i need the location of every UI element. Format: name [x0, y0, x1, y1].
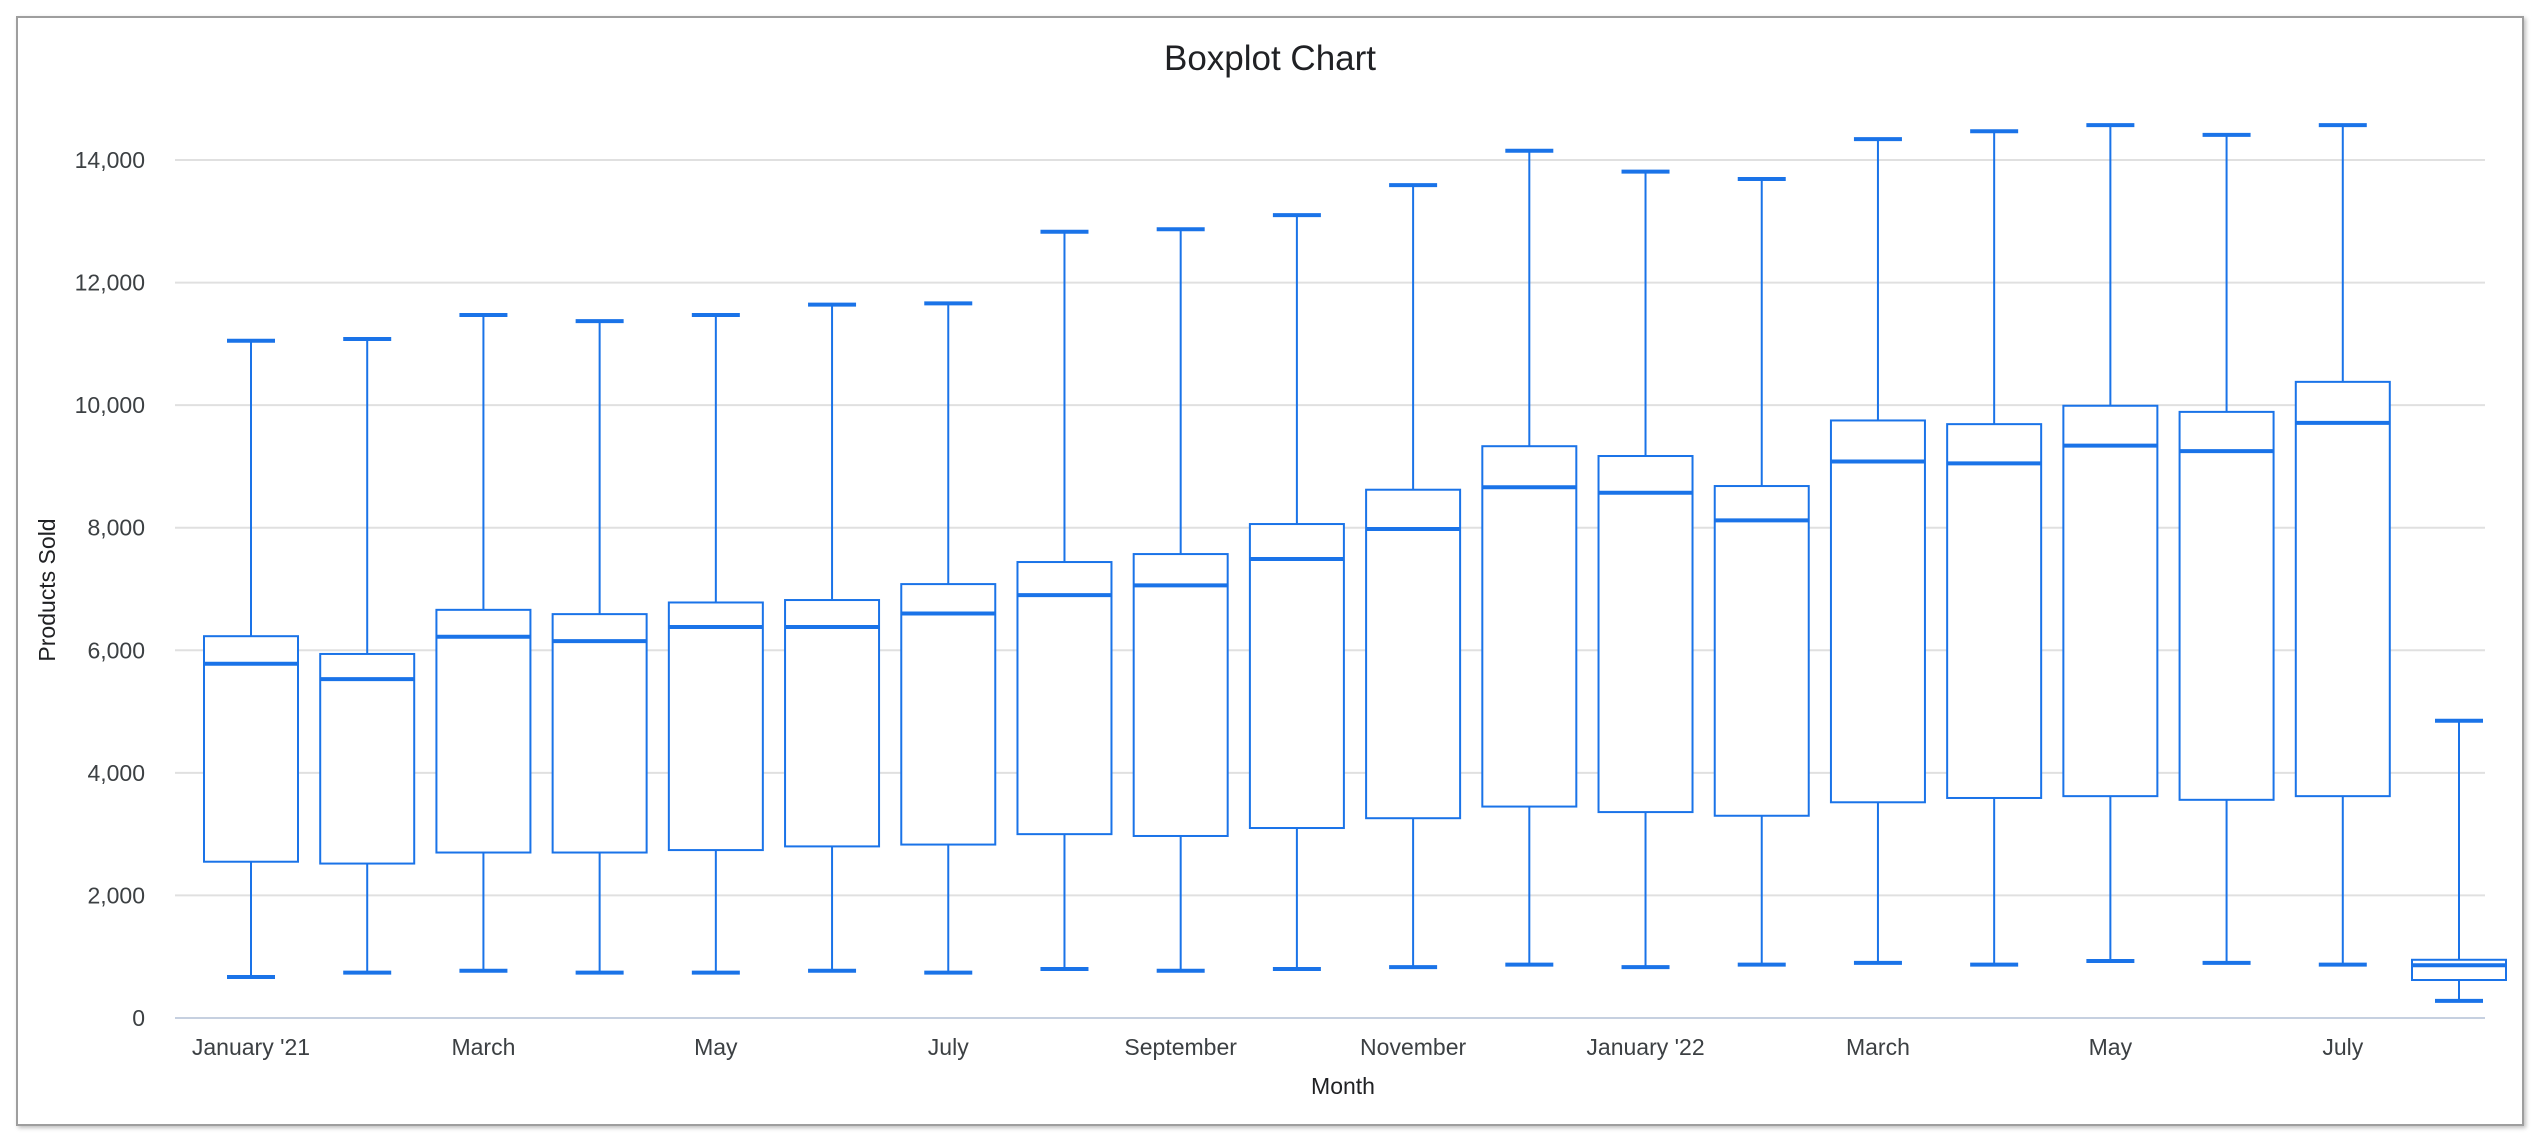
- iqr-box: [784, 599, 881, 848]
- y-tick-label: 6,000: [87, 637, 145, 663]
- iqr-box: [1713, 485, 1810, 817]
- x-tick-label: March: [1846, 1034, 1910, 1060]
- iqr-box: [1248, 523, 1345, 830]
- iqr-box: [2294, 380, 2391, 798]
- iqr-box: [1481, 445, 1578, 808]
- y-tick-label: 14,000: [75, 147, 145, 173]
- iqr-box: [1946, 423, 2043, 799]
- x-tick-label: March: [451, 1034, 515, 1060]
- box-mar-2021: [435, 313, 532, 973]
- x-tick-label: January '21: [192, 1034, 310, 1060]
- x-tick-label: January '22: [1586, 1034, 1704, 1060]
- box-apr-2022: [1946, 129, 2043, 967]
- iqr-box: [1132, 553, 1229, 837]
- box-may-2021: [667, 313, 764, 975]
- y-tick-label: 0: [132, 1005, 145, 1031]
- box-feb-2022: [1713, 176, 1810, 967]
- iqr-box: [551, 613, 648, 854]
- iqr-box: [2411, 958, 2507, 982]
- iqr-box: [2062, 404, 2159, 798]
- iqr-box: [1365, 488, 1462, 820]
- box-apr-2021: [551, 319, 648, 975]
- box-jun-2022: [2178, 132, 2275, 965]
- iqr-box: [1597, 455, 1694, 814]
- box-nov-2021: [1365, 183, 1462, 970]
- iqr-box: [203, 635, 299, 863]
- box-jan-2022: [1597, 169, 1694, 970]
- x-axis-label: Month: [1311, 1073, 1375, 1099]
- x-tick-label: May: [2089, 1034, 2133, 1060]
- iqr-box: [1016, 561, 1113, 836]
- box-sep-2021: [1132, 227, 1229, 973]
- box-aug-2022: [2411, 718, 2507, 1003]
- iqr-box: [2178, 410, 2275, 801]
- y-axis-label: Products Sold: [34, 518, 60, 661]
- box-mar-2022: [1829, 137, 1926, 965]
- box-feb-2021: [319, 336, 416, 975]
- box-jan-2021: [203, 338, 299, 979]
- iqr-box: [1829, 419, 1926, 804]
- box-jul-2021: [900, 301, 997, 975]
- x-tick-label: September: [1124, 1034, 1237, 1060]
- box-dec-2021: [1481, 148, 1578, 967]
- x-tick-label: November: [1360, 1034, 1466, 1060]
- iqr-box: [667, 601, 764, 852]
- box-oct-2021: [1248, 213, 1345, 971]
- iqr-box: [900, 583, 997, 846]
- y-tick-label: 8,000: [87, 515, 145, 541]
- iqr-box: [435, 608, 532, 854]
- y-tick-label: 2,000: [87, 882, 145, 908]
- x-tick-label: July: [2322, 1034, 2363, 1060]
- iqr-box: [319, 652, 416, 865]
- box-jul-2022: [2294, 123, 2391, 967]
- y-tick-label: 12,000: [75, 270, 145, 296]
- y-tick-label: 10,000: [75, 392, 145, 418]
- y-tick-label: 4,000: [87, 760, 145, 786]
- box-may-2022: [2062, 123, 2159, 964]
- x-tick-label: July: [928, 1034, 969, 1060]
- box-aug-2021: [1016, 229, 1113, 971]
- x-tick-label: May: [694, 1034, 738, 1060]
- box-jun-2021: [784, 302, 881, 973]
- chart-title: Boxplot Chart: [1164, 39, 1376, 78]
